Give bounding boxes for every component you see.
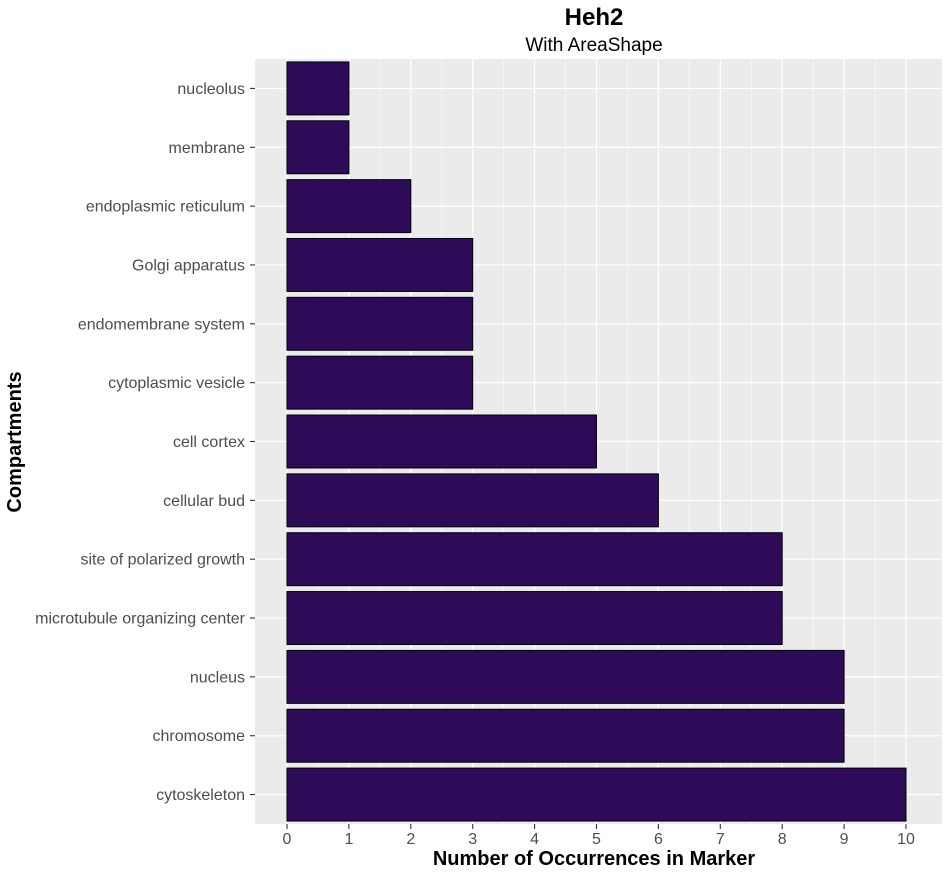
y-axis-title: Compartments bbox=[4, 371, 26, 512]
bar-golgi-apparatus bbox=[286, 237, 474, 292]
y-tick-label: nucleus bbox=[190, 669, 245, 686]
y-tick-label: cytoplasmic vesicle bbox=[108, 375, 245, 392]
x-tick-label: 0 bbox=[283, 831, 292, 848]
bar-endoplasmic-reticulum bbox=[286, 179, 412, 234]
x-tick-label: 4 bbox=[530, 831, 539, 848]
y-tick-label: cytoskeleton bbox=[156, 787, 245, 804]
bar-chromosome bbox=[286, 708, 845, 763]
y-tick-label: endoplasmic reticulum bbox=[86, 199, 245, 216]
bar-membrane bbox=[286, 120, 350, 175]
y-tick-label: cellular bud bbox=[163, 493, 245, 510]
y-tick-label: Golgi apparatus bbox=[132, 257, 245, 274]
chart-title: Heh2 bbox=[565, 4, 624, 31]
x-tick-label: 8 bbox=[778, 831, 787, 848]
x-tick-label: 3 bbox=[468, 831, 477, 848]
x-tick-label: 7 bbox=[716, 831, 725, 848]
y-axis-ticks: nucleolus membrane endoplasmic reticulum Go… bbox=[35, 81, 255, 804]
x-axis-ticks: 0 1 2 3 4 5 6 7 8 9 10 bbox=[283, 824, 915, 848]
y-tick-label: chromosome bbox=[153, 728, 246, 745]
x-tick-label: 6 bbox=[654, 831, 663, 848]
x-tick-label: 2 bbox=[406, 831, 415, 848]
bar-nucleus bbox=[286, 649, 845, 704]
x-tick-label: 9 bbox=[840, 831, 849, 848]
bars bbox=[286, 61, 907, 822]
y-tick-label: endomembrane system bbox=[78, 316, 245, 333]
bar-microtubule-organizing-center bbox=[286, 591, 783, 646]
y-tick-label: site of polarized growth bbox=[80, 552, 245, 569]
bar-cytoskeleton bbox=[286, 767, 907, 822]
bar-cell-cortex bbox=[286, 414, 597, 469]
bar-nucleolus bbox=[286, 61, 350, 116]
bar-cellular-bud bbox=[286, 473, 659, 528]
y-tick-label: nucleolus bbox=[177, 81, 245, 98]
x-tick-label: 10 bbox=[897, 831, 915, 848]
bar-site-of-polarized-growth bbox=[286, 532, 783, 587]
x-axis-title: Number of Occurrences in Marker bbox=[433, 848, 756, 870]
chart-subtitle: With AreaShape bbox=[525, 35, 662, 56]
x-tick-label: 5 bbox=[592, 831, 601, 848]
y-tick-label: microtubule organizing center bbox=[35, 611, 246, 628]
y-tick-label: membrane bbox=[169, 140, 246, 157]
x-tick-label: 1 bbox=[344, 831, 353, 848]
y-tick-label: cell cortex bbox=[173, 434, 245, 451]
bar-cytoplasmic-vesicle bbox=[286, 355, 474, 410]
bar-endomembrane-system bbox=[286, 296, 474, 351]
